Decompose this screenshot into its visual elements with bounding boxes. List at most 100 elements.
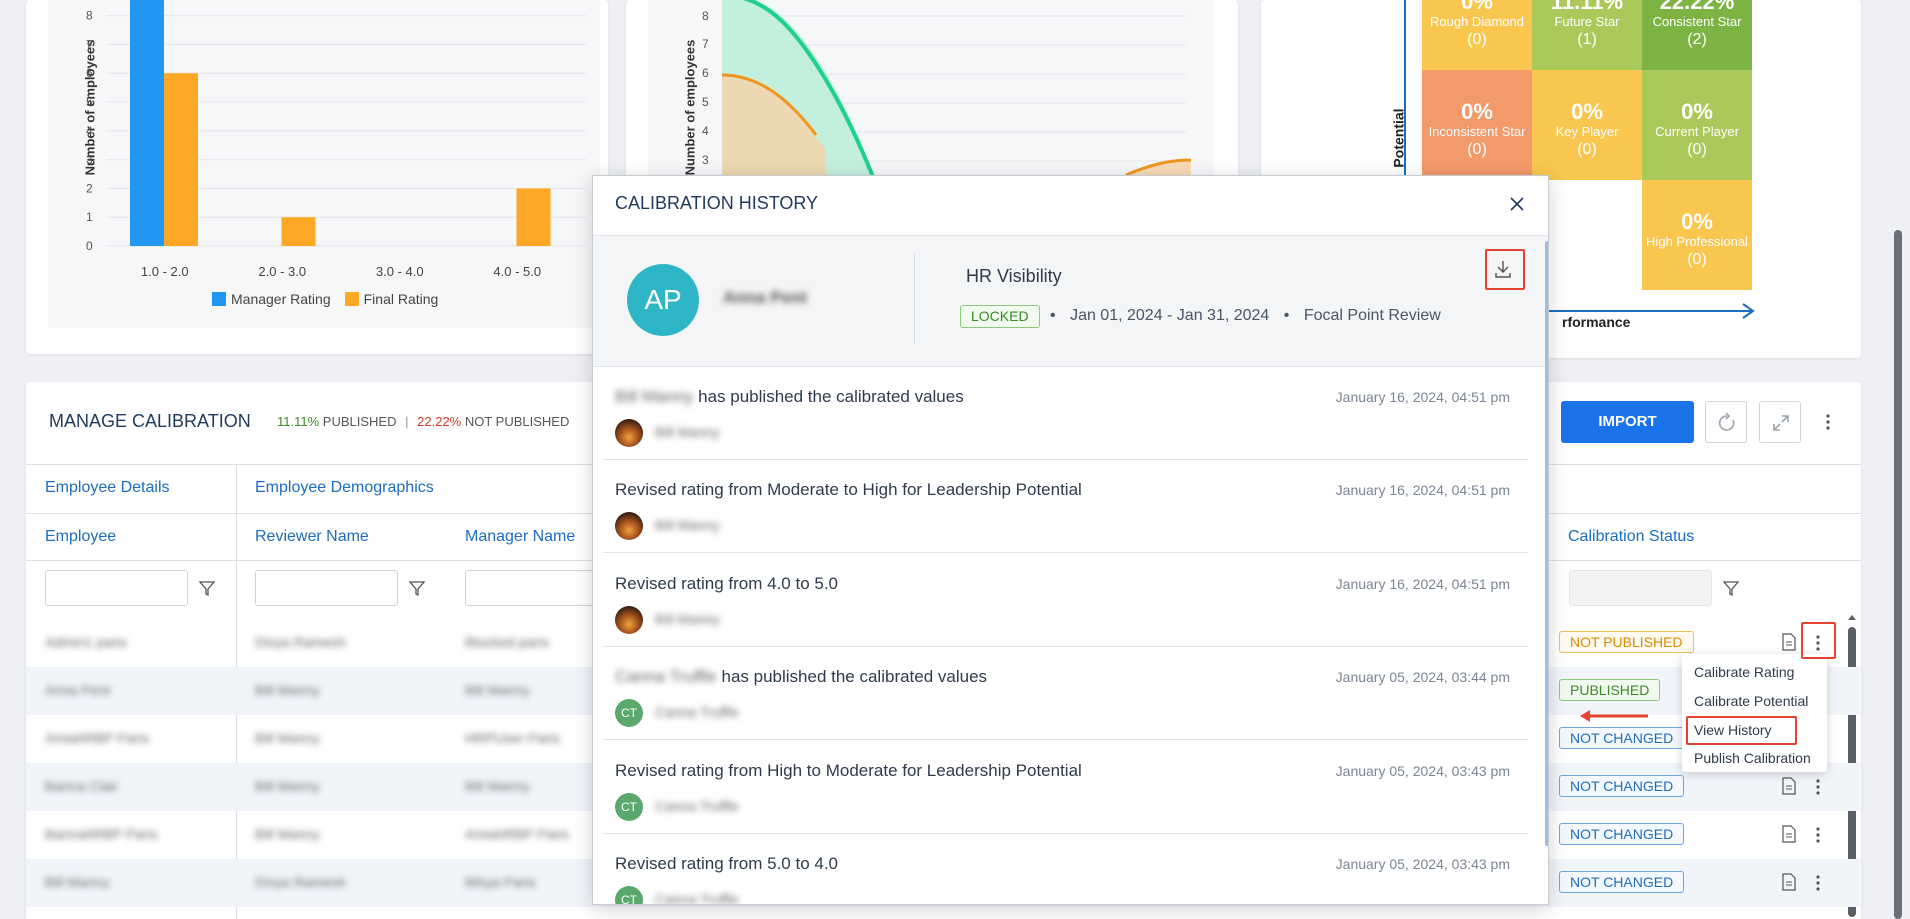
menu-calibrate-potential[interactable]: Calibrate Potential [1694,693,1809,709]
modal-scrollbar[interactable] [1545,241,1548,846]
x-tick: 2.0 - 3.0 [258,264,306,279]
cell-percent: 22.22% [1659,0,1735,14]
visibility-label: HR Visibility [966,266,1062,286]
group-employee-details[interactable]: Employee Details [45,479,170,496]
filter-input-status[interactable] [1569,570,1712,606]
nine-box-cell[interactable]: 0% Key Player (0) [1532,70,1642,180]
status-badge: NOT CHANGED [1559,871,1685,893]
reviewer-cell: Divya Ramesh [255,874,347,890]
col-header-calibration-status[interactable]: Calibration Status [1568,528,1695,545]
history-text: Revised rating from Moderate to High for… [615,480,1082,500]
close-icon[interactable] [1508,195,1526,213]
row-menu-icon[interactable] [1815,826,1821,844]
history-date: January 05, 2024, 03:43 pm [1335,762,1510,779]
reviewer-cell: Bill Manny [255,778,320,794]
actor-name: Bill Manny [615,387,694,406]
table-row[interactable]: AmiahRBP Paris Bill Manny HRPUser Paris NOT… [26,715,1860,763]
bar-final-rating[interactable] [281,217,316,246]
y-tick: 6 [86,66,93,80]
y-tick: 1 [86,210,93,224]
legend-label: Final Rating [363,291,439,307]
import-button[interactable]: IMPORT [1561,401,1694,443]
filter-input-reviewer[interactable] [255,570,398,606]
bar-final-rating[interactable] [516,188,551,246]
menu-calibrate-rating[interactable]: Calibrate Rating [1694,664,1795,680]
review-period: Jan 01, 2024 - Jan 31, 2024 [1070,307,1270,324]
cell-label: Current Player [1655,124,1739,139]
nine-box-cell[interactable]: 0% Current Player (0) [1642,70,1752,180]
manage-title: MANAGE CALIBRATION [49,411,251,431]
action-text: Revised rating from High to Moderate for… [615,760,1082,780]
document-icon[interactable] [1782,633,1796,651]
x-axis-arrow-icon [1742,303,1755,319]
history-item: Revised rating from High to Moderate for… [603,741,1528,834]
legend-item-final[interactable]: Final Rating [344,291,439,307]
filter-input-manager[interactable] [465,570,595,606]
y-tick: 7 [702,37,709,51]
user-avatar [615,605,643,634]
view-history-highlight [1686,716,1797,745]
nine-box-cell[interactable]: 0% Inconsistent Star (0) [1422,70,1532,180]
history-item: Revised rating from Moderate to High for… [603,460,1528,554]
user-name: Canna Truffle [655,797,739,814]
table-row[interactable]: BannahRBP Paris Bill Manny AmiahRBP Paris N… [26,811,1860,859]
filter-icon[interactable] [1722,579,1740,597]
nine-box-cell[interactable]: 0% High Professional (0) [1642,180,1752,290]
document-icon[interactable] [1782,825,1796,843]
nine-box-cell[interactable]: 11.11% Future Star (1) [1532,0,1642,70]
page-scrollbar[interactable] [1894,230,1902,919]
menu-view-history[interactable]: View History [1694,722,1772,738]
row-menu-icon[interactable] [1815,634,1821,652]
nine-box-cell[interactable]: 22.22% Consistent Star (2) [1642,0,1752,70]
cell-label: High Professional [1646,234,1748,249]
more-options-icon[interactable] [1825,414,1831,433]
history-date: January 05, 2024, 03:43 pm [1335,856,1510,872]
cell-count: (0) [1687,141,1707,158]
history-date: January 16, 2024, 04:51 pm [1335,575,1510,592]
document-icon[interactable] [1782,777,1796,795]
refresh-button[interactable] [1705,401,1747,443]
nine-box-cell[interactable]: 0% Rough Diamond (0) [1422,0,1532,70]
employee-cell: Anna Pent [45,682,111,698]
col-header-employee[interactable]: Employee [45,528,117,545]
action-text: Revised rating from 5.0 to 4.0 [615,854,839,873]
y-tick: 8 [702,9,709,23]
cell-percent: 11.11% [1550,0,1624,14]
filter-icon[interactable] [408,579,426,597]
legend-item-manager[interactable]: Manager Rating [212,291,331,307]
cell-label: Inconsistent Star [1428,124,1526,139]
menu-publish-calibration[interactable]: Publish Calibration [1694,750,1811,766]
row-menu-highlight [1801,622,1836,659]
col-header-reviewer[interactable]: Reviewer Name [255,528,369,545]
history-text: Revised rating from 4.0 to 5.0 [615,574,838,594]
filter-icon[interactable] [198,579,216,597]
modal-header-divider [593,235,1548,236]
filter-input-employee[interactable] [45,570,188,606]
not-published-pct: 22.22% [417,414,462,429]
modal-title: CALIBRATION HISTORY [615,193,819,213]
download-button[interactable] [1486,252,1520,286]
table-row[interactable]: Admin1 paris Divya Ramesh Blocked paris NOT… [26,619,1860,667]
bar-final-rating[interactable] [164,73,198,246]
dot-separator: • [1283,307,1290,324]
cell-count: (0) [1467,141,1487,158]
manager-cell: HRPUser Paris [465,730,560,746]
document-icon[interactable] [1782,873,1796,891]
user-name: Canna Truffle [655,891,739,905]
scroll-up-icon[interactable] [1847,613,1857,621]
cell-percent: 0% [1681,99,1713,124]
download-highlight [1485,249,1525,290]
employee-name: Anna Pent [723,288,808,307]
row-context-menu: Calibrate Rating Calibrate Potential Vie… [1682,654,1827,772]
user-avatar: CT [615,792,643,821]
row-menu-icon[interactable] [1815,778,1821,796]
bar-manager-rating[interactable] [130,0,164,247]
y-tick: 3 [702,153,709,167]
history-text: Revised rating from 5.0 to 4.0 [615,854,838,874]
user-name: Bill Manny [655,424,720,440]
group-employee-demographics[interactable]: Employee Demographics [255,479,434,496]
review-meta: • Jan 01, 2024 - Jan 31, 2024 • Focal Po… [1050,307,1441,325]
expand-button[interactable] [1759,401,1801,443]
row-menu-icon[interactable] [1815,874,1821,892]
col-header-manager[interactable]: Manager Name [465,528,576,545]
